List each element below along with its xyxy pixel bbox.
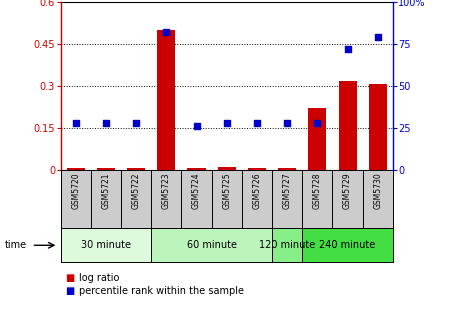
Point — [102, 120, 110, 125]
Point — [374, 34, 381, 40]
Text: GSM5724: GSM5724 — [192, 173, 201, 209]
Bar — [157, 30, 176, 170]
Point — [344, 46, 351, 51]
Text: 60 minute: 60 minute — [187, 240, 237, 250]
Bar — [272, 228, 302, 262]
Point — [72, 120, 79, 125]
Bar — [369, 84, 387, 170]
Bar — [188, 168, 206, 170]
Point — [253, 120, 260, 125]
Point — [284, 120, 291, 125]
Text: GSM5726: GSM5726 — [252, 173, 261, 209]
Text: ■: ■ — [65, 273, 75, 283]
Text: 240 minute: 240 minute — [319, 240, 376, 250]
Bar — [302, 228, 393, 262]
Bar — [127, 168, 145, 170]
Point — [314, 120, 321, 125]
Bar — [66, 168, 85, 170]
Point — [223, 120, 230, 125]
Bar — [97, 168, 115, 170]
Text: time: time — [4, 240, 26, 250]
Text: 120 minute: 120 minute — [259, 240, 315, 250]
Point — [132, 120, 140, 125]
Bar — [308, 108, 326, 170]
Text: GSM5730: GSM5730 — [373, 173, 382, 209]
Bar — [218, 167, 236, 170]
Text: 30 minute: 30 minute — [81, 240, 131, 250]
Bar — [248, 168, 266, 170]
Text: GSM5727: GSM5727 — [283, 173, 292, 209]
Text: GSM5720: GSM5720 — [71, 173, 80, 209]
Text: GSM5721: GSM5721 — [101, 173, 110, 209]
Text: log ratio: log ratio — [79, 273, 119, 283]
Text: percentile rank within the sample: percentile rank within the sample — [79, 286, 243, 296]
Point — [163, 29, 170, 35]
Text: GSM5729: GSM5729 — [343, 173, 352, 209]
Text: GSM5722: GSM5722 — [132, 173, 141, 209]
Text: GSM5723: GSM5723 — [162, 173, 171, 209]
Bar — [339, 82, 357, 170]
Text: GSM5728: GSM5728 — [313, 173, 322, 209]
Text: GSM5725: GSM5725 — [222, 173, 231, 209]
Bar — [151, 228, 272, 262]
Bar — [278, 168, 296, 170]
Bar — [61, 228, 151, 262]
Point — [193, 123, 200, 129]
Text: ■: ■ — [65, 286, 75, 296]
